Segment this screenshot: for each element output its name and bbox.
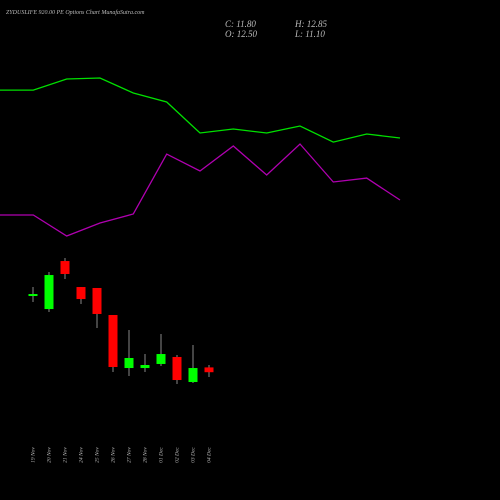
close-label: C: 11.80 — [225, 19, 256, 29]
indicator-line — [0, 77, 401, 143]
candle-body — [44, 275, 54, 310]
x-tick-label: 19 Nov — [30, 447, 36, 463]
candle-body — [140, 365, 150, 369]
x-tick-label: 25 Nov — [94, 447, 100, 463]
candle-body — [156, 354, 166, 364]
open-label: O: 12.50 — [225, 29, 257, 39]
candle-body — [92, 287, 102, 314]
x-tick-label: 26 Nov — [110, 447, 116, 463]
candle-body — [204, 367, 214, 373]
candle-body — [172, 356, 182, 381]
x-tick-label: 28 Nov — [142, 447, 148, 463]
x-tick-label: 24 Nov — [77, 447, 84, 463]
candle-body — [108, 315, 118, 367]
x-tick-label: 03 Dec — [190, 447, 196, 463]
candle-body — [76, 287, 86, 300]
x-tick-label: 01 Dec — [158, 447, 164, 463]
x-tick-label: 20 Nov — [46, 447, 52, 463]
candle-body — [124, 358, 134, 369]
x-tick-label: 04 Dec — [205, 447, 212, 463]
high-label: H: 12.85 — [294, 19, 327, 29]
x-tick-label: 21 Nov — [62, 447, 68, 463]
candle-body — [28, 294, 38, 297]
low-label: L: 11.10 — [294, 29, 325, 39]
chart-title: ZYDUSLIFE 920.00 PE Options Chart Munafa… — [6, 9, 145, 16]
candle-body — [60, 261, 70, 274]
x-tick-label: 02 Dec — [174, 447, 180, 463]
indicator-line — [0, 143, 401, 237]
x-tick-label: 27 Nov — [126, 447, 132, 463]
candle-body — [188, 368, 198, 383]
